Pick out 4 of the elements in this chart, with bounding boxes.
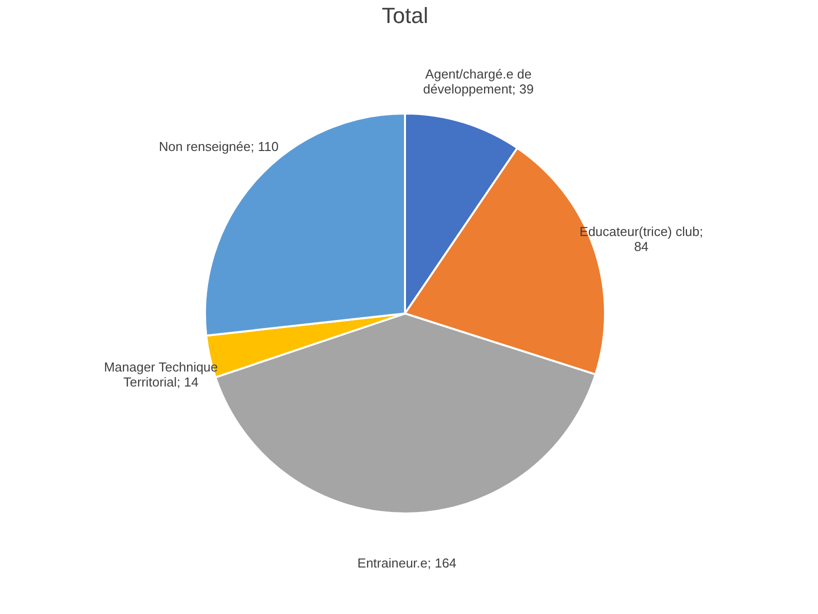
slice-label: Agent/chargé.e de développement; 39 bbox=[423, 66, 534, 97]
slice-label: Entraineur.e; 164 bbox=[357, 555, 456, 570]
slice-label: Non renseignée; 110 bbox=[158, 138, 279, 154]
chart-title: Total bbox=[382, 3, 428, 28]
